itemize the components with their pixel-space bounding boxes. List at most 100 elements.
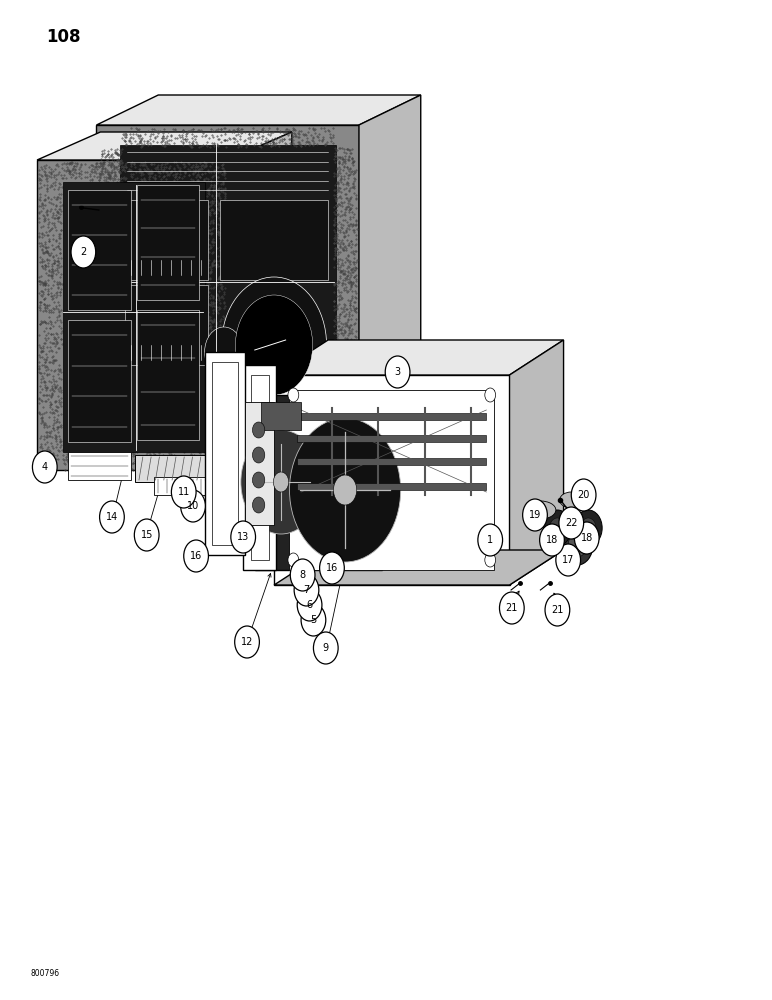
Text: 20: 20 <box>577 490 590 500</box>
Text: 4: 4 <box>42 462 48 472</box>
Polygon shape <box>251 375 269 560</box>
Polygon shape <box>120 145 336 430</box>
Polygon shape <box>255 395 307 570</box>
Text: 14: 14 <box>106 512 118 522</box>
Circle shape <box>559 507 584 539</box>
Text: 18: 18 <box>546 535 558 545</box>
Text: 16: 16 <box>190 551 202 561</box>
Text: 21: 21 <box>551 605 564 615</box>
Circle shape <box>171 476 196 508</box>
Circle shape <box>545 594 570 626</box>
Circle shape <box>294 574 319 606</box>
Circle shape <box>100 501 124 533</box>
Text: 800796: 800796 <box>31 969 60 978</box>
Text: 108: 108 <box>46 28 81 46</box>
Text: 11: 11 <box>178 487 190 497</box>
Polygon shape <box>135 455 235 482</box>
Polygon shape <box>125 200 208 280</box>
Circle shape <box>556 544 581 576</box>
Polygon shape <box>228 132 292 470</box>
Circle shape <box>334 475 357 505</box>
Polygon shape <box>297 483 486 490</box>
Polygon shape <box>205 352 245 555</box>
Text: 5: 5 <box>310 615 317 625</box>
Circle shape <box>574 522 599 554</box>
Circle shape <box>290 418 401 562</box>
Ellipse shape <box>525 501 556 519</box>
Circle shape <box>252 497 265 513</box>
Circle shape <box>235 626 259 658</box>
Circle shape <box>550 518 565 538</box>
Text: 21: 21 <box>506 603 518 613</box>
Circle shape <box>540 524 564 556</box>
Text: 8: 8 <box>300 570 306 580</box>
Polygon shape <box>96 95 421 125</box>
Circle shape <box>32 451 57 483</box>
Polygon shape <box>290 390 494 570</box>
Text: 6: 6 <box>306 600 313 610</box>
Polygon shape <box>68 452 131 480</box>
Circle shape <box>181 490 205 522</box>
Text: 9: 9 <box>323 643 329 653</box>
Circle shape <box>485 388 496 402</box>
Circle shape <box>313 632 338 664</box>
Polygon shape <box>154 477 239 495</box>
Circle shape <box>385 356 410 388</box>
Text: 3: 3 <box>394 367 401 377</box>
Polygon shape <box>137 310 199 440</box>
Polygon shape <box>274 375 510 585</box>
Polygon shape <box>212 362 238 545</box>
Polygon shape <box>96 125 359 448</box>
Polygon shape <box>261 402 301 430</box>
Polygon shape <box>68 190 131 310</box>
Text: 18: 18 <box>581 533 593 543</box>
Polygon shape <box>37 160 228 470</box>
Circle shape <box>252 472 265 488</box>
Text: 22: 22 <box>565 518 577 528</box>
Circle shape <box>288 553 299 567</box>
Circle shape <box>543 510 571 546</box>
Polygon shape <box>307 395 382 570</box>
Circle shape <box>71 236 96 268</box>
Circle shape <box>499 592 524 624</box>
Circle shape <box>252 447 265 463</box>
Polygon shape <box>63 182 205 452</box>
Text: 2: 2 <box>80 247 86 257</box>
Circle shape <box>571 479 596 511</box>
Polygon shape <box>243 365 276 570</box>
Polygon shape <box>274 340 564 375</box>
Circle shape <box>290 559 315 591</box>
Circle shape <box>184 540 208 572</box>
Circle shape <box>562 525 593 565</box>
Polygon shape <box>359 95 421 448</box>
Circle shape <box>231 521 256 553</box>
Text: 16: 16 <box>326 563 338 573</box>
Polygon shape <box>137 185 199 300</box>
Text: 7: 7 <box>303 585 310 595</box>
Polygon shape <box>37 132 292 160</box>
Polygon shape <box>297 458 486 465</box>
Text: 12: 12 <box>241 637 253 647</box>
Text: 17: 17 <box>562 555 574 565</box>
Circle shape <box>485 553 496 567</box>
Circle shape <box>252 422 265 438</box>
Text: 1: 1 <box>487 535 493 545</box>
Circle shape <box>297 589 322 621</box>
Polygon shape <box>125 285 208 365</box>
Text: 10: 10 <box>187 501 199 511</box>
Polygon shape <box>510 340 564 585</box>
Circle shape <box>273 472 289 492</box>
Polygon shape <box>245 402 274 525</box>
Circle shape <box>241 430 321 534</box>
Polygon shape <box>68 320 131 442</box>
Circle shape <box>574 510 602 546</box>
Text: 19: 19 <box>529 510 541 520</box>
Circle shape <box>205 327 243 377</box>
Text: 15: 15 <box>141 530 153 540</box>
Text: 13: 13 <box>237 532 249 542</box>
Circle shape <box>568 533 587 557</box>
Circle shape <box>320 552 344 584</box>
Circle shape <box>134 519 159 551</box>
Circle shape <box>235 295 313 395</box>
Polygon shape <box>297 435 486 442</box>
